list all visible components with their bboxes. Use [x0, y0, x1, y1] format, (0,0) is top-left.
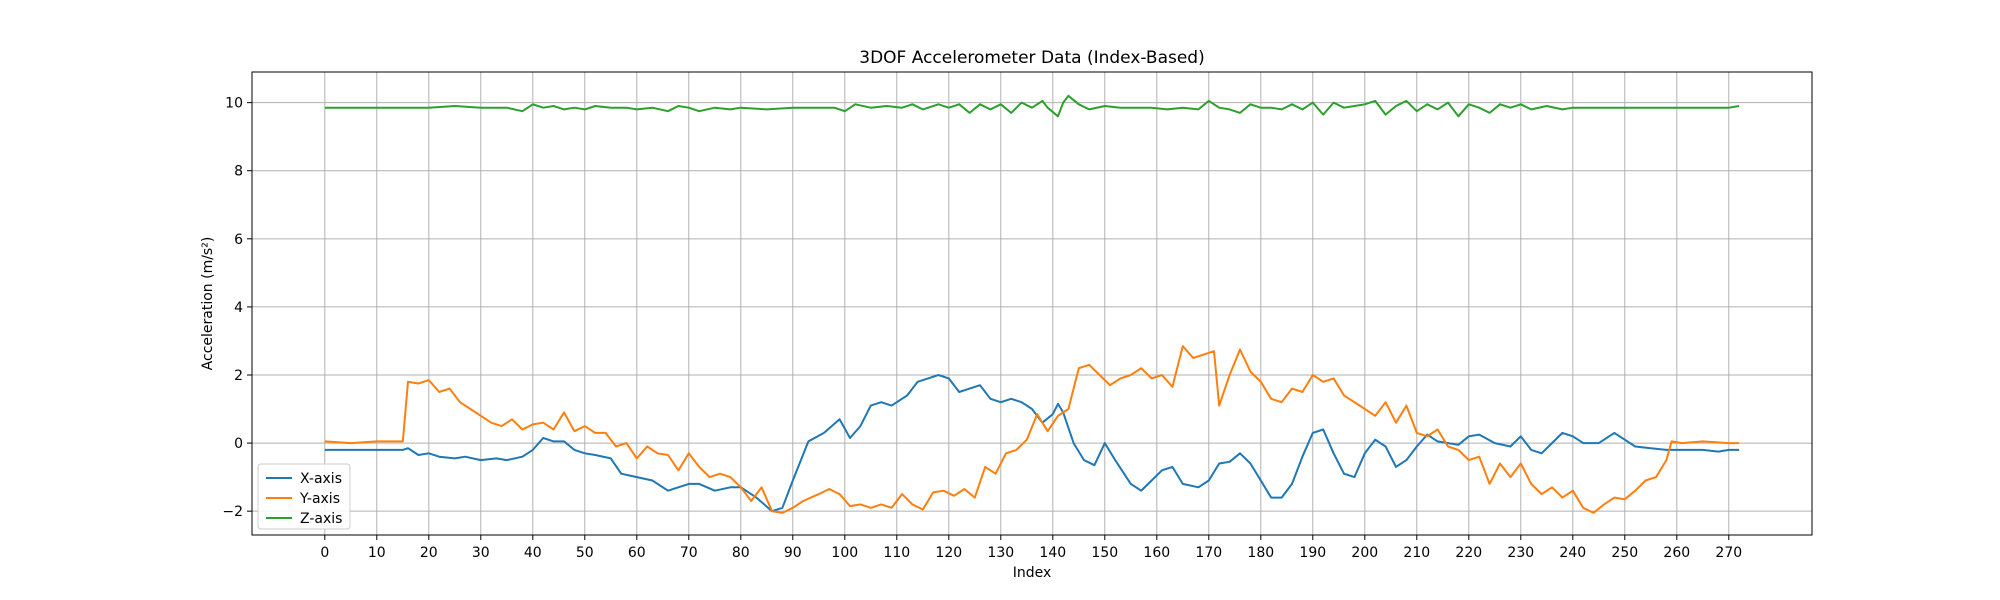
x-tick-label: 60 [628, 545, 646, 561]
series-lines [324, 94, 1740, 514]
y-axis-ticks: −2 0 2 4 6 8 10 [222, 96, 252, 520]
x-tick-label: 120 [935, 545, 962, 561]
x-tick-label: 70 [680, 545, 698, 561]
legend-label: Y-axis [299, 491, 340, 507]
grid-lines [252, 72, 1812, 535]
series-line-x-axis [324, 374, 1740, 513]
plot-frame [251, 71, 1813, 536]
x-tick-label: 230 [1507, 545, 1534, 561]
x-tick-label: 110 [883, 545, 910, 561]
x-tick-label: 50 [576, 545, 594, 561]
x-tick-label: 80 [732, 545, 750, 561]
x-tick-label: 150 [1091, 545, 1118, 561]
y-tick-label: 4 [234, 300, 243, 316]
x-axis-title: Index [1013, 565, 1052, 581]
x-tick-label: 260 [1663, 545, 1690, 561]
legend: X-axis Y-axis Z-axis [257, 463, 351, 530]
x-axis-ticks: 0 10 20 30 40 50 60 70 80 90 100 110 120 130 140 150 160… [320, 535, 1742, 561]
x-tick-label: 130 [987, 545, 1014, 561]
y-tick-label: 0 [234, 436, 243, 452]
x-tick-label: 270 [1715, 545, 1742, 561]
legend-label: X-axis [300, 471, 342, 487]
y-tick-label: 6 [234, 232, 243, 248]
x-tick-label: 140 [1039, 545, 1066, 561]
y-tick-label: 8 [234, 164, 243, 180]
x-tick-label: 240 [1559, 545, 1586, 561]
x-tick-label: 10 [368, 545, 386, 561]
x-tick-label: 0 [320, 545, 329, 561]
y-tick-label: 2 [234, 368, 243, 384]
x-tick-label: 90 [784, 545, 802, 561]
x-tick-label: 220 [1455, 545, 1482, 561]
series-line-z-axis [324, 94, 1740, 118]
x-tick-label: 250 [1611, 545, 1638, 561]
x-tick-label: 200 [1351, 545, 1378, 561]
x-tick-label: 40 [524, 545, 542, 561]
x-tick-label: 100 [831, 545, 858, 561]
chart-title: 3DOF Accelerometer Data (Index-Based) [859, 48, 1204, 68]
x-tick-label: 30 [472, 545, 490, 561]
x-tick-label: 180 [1247, 545, 1274, 561]
y-tick-label: −2 [222, 504, 243, 520]
legend-box [257, 463, 351, 530]
y-axis-title: Acceleration (m/s²) [200, 237, 216, 371]
series-line-y-axis [324, 345, 1740, 514]
x-tick-label: 210 [1403, 545, 1430, 561]
x-tick-label: 170 [1195, 545, 1222, 561]
x-tick-label: 160 [1143, 545, 1170, 561]
x-tick-label: 20 [420, 545, 438, 561]
y-tick-label: 10 [225, 96, 243, 112]
x-tick-label: 190 [1299, 545, 1326, 561]
legend-label: Z-axis [300, 511, 342, 527]
